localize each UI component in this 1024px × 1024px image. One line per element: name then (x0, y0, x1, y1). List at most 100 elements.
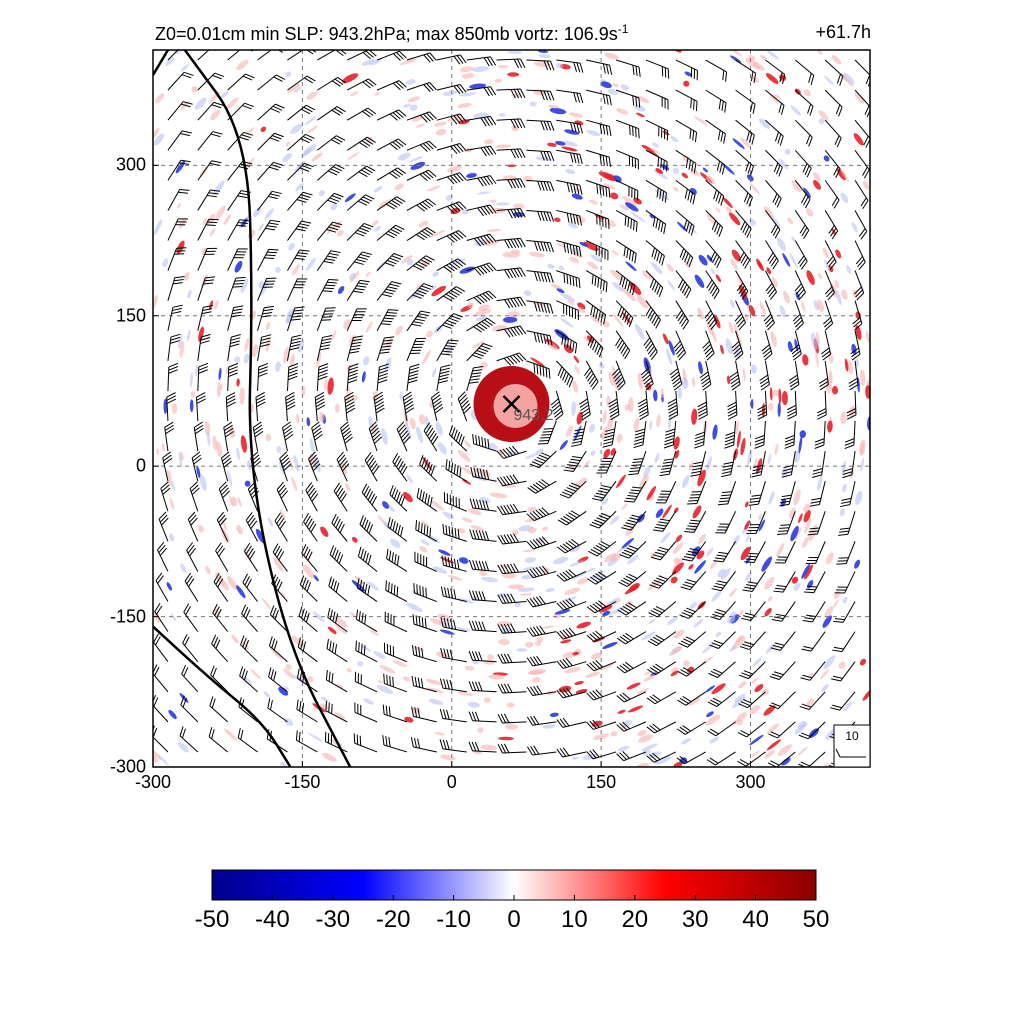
wind-barb (247, 481, 260, 512)
vorticity-cell (574, 364, 580, 375)
wind-barb (208, 727, 229, 753)
vorticity-cell (660, 531, 671, 544)
vorticity-cell (672, 542, 684, 555)
vorticity-cell (205, 566, 211, 574)
vorticity-cell (457, 450, 471, 463)
vorticity-cell (765, 73, 779, 84)
vorticity-cell (568, 256, 580, 264)
vorticity-cell (227, 576, 238, 591)
wind-barb (287, 104, 316, 121)
wind-barb (779, 481, 796, 507)
vorticity-cell (285, 308, 294, 325)
wind-barb (287, 249, 310, 271)
vorticity-cell (819, 669, 830, 680)
wind-barb (431, 391, 444, 422)
wind-barb (526, 209, 555, 222)
wind-barb (167, 189, 190, 211)
vorticity-cell (642, 749, 651, 756)
vorticity-cell (768, 490, 775, 505)
vorticity-cell (702, 167, 709, 173)
wind-barb (794, 149, 812, 178)
vorticity-cell (467, 701, 481, 708)
wind-barb (844, 421, 856, 450)
vorticity-cell (629, 282, 642, 295)
forecast-hour-label: +61.7h (815, 22, 871, 42)
vorticity-cell (728, 321, 734, 334)
wind-barb (167, 101, 193, 121)
vorticity-cell (279, 508, 286, 520)
wind-barb (707, 691, 736, 708)
vorticity-cell (731, 249, 741, 262)
vorticity-cell (403, 103, 411, 108)
wind-barb (713, 541, 736, 563)
vorticity-cell (772, 217, 780, 228)
vorticity-cell (290, 123, 303, 135)
vorticity-cell (855, 325, 862, 340)
vorticity-cell (776, 237, 787, 251)
wind-barb (386, 548, 408, 572)
wind-barb (238, 697, 258, 723)
vorticity-cell (636, 112, 645, 118)
vorticity-cell (588, 423, 596, 433)
wind-barb (346, 165, 376, 181)
vorticity-cell (801, 301, 806, 313)
vorticity-cell (502, 572, 517, 579)
vorticity-cell (744, 313, 749, 321)
wind-barb (286, 278, 308, 301)
wind-barb (287, 75, 316, 91)
vorticity-cell (790, 105, 801, 116)
wind-barb (615, 210, 638, 232)
wind-barb (257, 219, 281, 241)
vorticity-cell (434, 732, 445, 736)
vorticity-cell (234, 260, 243, 273)
vorticity-cell (187, 289, 192, 299)
vorticity-cell (409, 104, 418, 111)
wind-barb (676, 721, 706, 735)
wind-barb (376, 224, 405, 241)
vorticity-cell (407, 96, 421, 103)
wind-barb (602, 420, 617, 448)
vorticity-cell (447, 575, 462, 581)
vorticity-cell (760, 54, 767, 61)
wind-barb (497, 713, 527, 724)
wind-barb (496, 267, 526, 279)
wind-barb (271, 574, 288, 602)
vorticity-cell (681, 377, 689, 389)
vorticity-cell (649, 214, 655, 219)
vorticity-cell (540, 625, 555, 629)
wind-barb (765, 89, 785, 115)
wind-barb (257, 248, 279, 271)
wind-barb (167, 304, 183, 331)
wind-barb (406, 82, 437, 93)
wind-barb (340, 421, 353, 452)
vorticity-cell (681, 172, 689, 179)
vorticity-cell (673, 557, 681, 565)
vorticity-cell (617, 745, 630, 752)
vorticity-cell (374, 225, 381, 232)
vorticity-cell (764, 750, 776, 759)
vorticity-cell (799, 430, 807, 438)
wind-barb (608, 390, 620, 421)
wind-barb (586, 149, 611, 167)
vorticity-cell (776, 543, 785, 557)
colorbar-tick-label: 50 (802, 906, 830, 933)
vorticity-cell (240, 278, 249, 293)
vorticity-cell (641, 270, 651, 280)
vorticity-cell (842, 483, 847, 493)
wind-barb (628, 450, 647, 476)
vorticity-cell (554, 609, 571, 615)
wind-barb (788, 360, 800, 391)
vorticity-cell (291, 477, 298, 491)
vorticity-cell (487, 442, 499, 450)
wind-barb (690, 451, 707, 477)
wind-barb (676, 751, 706, 765)
vorticity-cell (285, 71, 292, 78)
vorticity-cell (726, 375, 731, 385)
vorticity-cell (693, 116, 709, 126)
wind-barb (763, 300, 775, 331)
wind-barb (153, 664, 169, 693)
wind-barb (237, 728, 258, 753)
wind-barb (775, 541, 796, 564)
vorticity-cell (405, 79, 416, 85)
